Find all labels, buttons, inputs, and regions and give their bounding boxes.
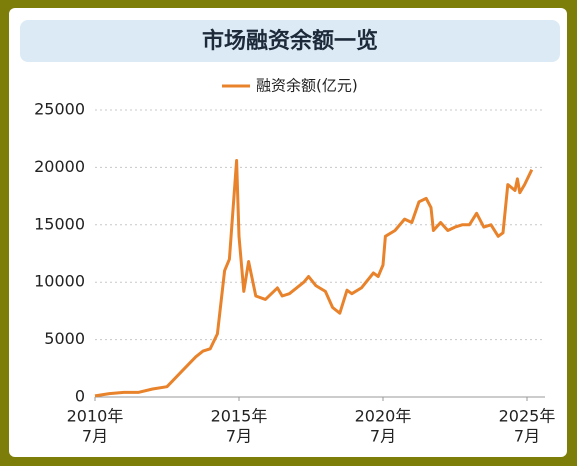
x-tick-label: 2010年 xyxy=(67,407,124,426)
y-tick-label: 5000 xyxy=(44,329,85,348)
chart-title: 市场融资余额一览 xyxy=(202,28,378,54)
y-tick-label: 15000 xyxy=(34,214,85,233)
x-tick-label: 2015年 xyxy=(211,407,268,426)
x-tick-label: 7月 xyxy=(82,427,108,446)
legend-label: 融资余额(亿元) xyxy=(256,77,358,95)
line xyxy=(94,159,534,398)
y-tick-label: 10000 xyxy=(34,272,85,291)
y-tick-label: 20000 xyxy=(34,157,85,176)
y-tick-label: 0 xyxy=(75,387,85,406)
panel xyxy=(9,8,567,457)
x-tick-label: 7月 xyxy=(370,427,396,446)
title-box xyxy=(20,20,560,62)
x-tick-label: 2025年 xyxy=(499,407,556,426)
x-tick-label: 2020年 xyxy=(355,407,412,426)
y-tick-label: 25000 xyxy=(34,100,85,119)
x-tick-label: 7月 xyxy=(226,427,252,446)
x-tick-label: 7月 xyxy=(514,427,540,446)
